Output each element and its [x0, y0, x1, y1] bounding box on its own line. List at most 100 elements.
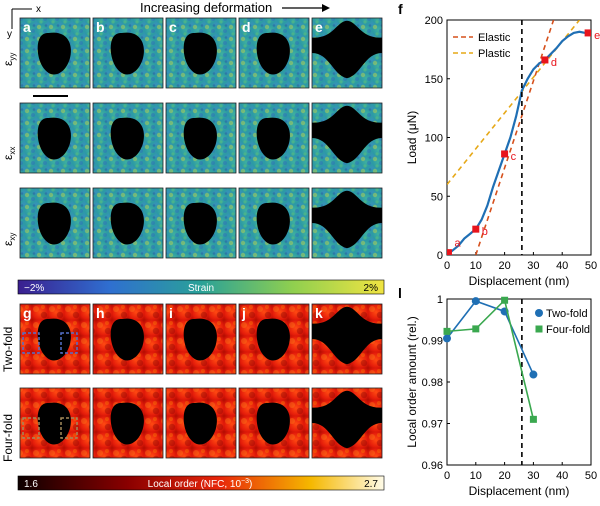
map-tile [238, 102, 310, 174]
map-tile: a [19, 17, 91, 89]
void-shape [256, 318, 290, 361]
series-point [501, 296, 509, 304]
panel-letter: e [315, 19, 323, 35]
state-marker [472, 225, 480, 233]
x-tick-label: 10 [470, 470, 482, 482]
map-tile [311, 187, 383, 259]
state-marker [584, 29, 591, 37]
panel-letter: i [169, 305, 173, 321]
panel-letter: b [96, 19, 105, 35]
order-colorbar-title: Local order (NFC, 10−3) [148, 478, 253, 490]
strain-colorbar-bar [17, 279, 385, 295]
map-tile: i [165, 303, 237, 375]
y-axis-label: Local order amount (rel.) [405, 316, 419, 447]
state-marker [501, 150, 509, 158]
y-tick-label: 0.97 [422, 419, 443, 431]
legend-label: Plastic [478, 48, 511, 60]
legend-swatch [535, 325, 543, 333]
map-tile: g [19, 303, 91, 375]
void-shape [256, 117, 290, 160]
series-point [443, 334, 451, 343]
x-tick-label: 40 [556, 470, 568, 482]
state-marker-label: c [511, 151, 517, 163]
panel-label-f: f [398, 1, 403, 17]
panel-letter: h [96, 305, 105, 321]
legend-swatch [535, 309, 543, 317]
deformation-arrowhead [322, 4, 330, 12]
x-tick-label: 0 [444, 260, 450, 272]
x-axis-label: Displacement (nm) [469, 484, 570, 498]
void-shape [110, 202, 144, 245]
necked-void-shape [312, 390, 382, 449]
load-curve [447, 30, 591, 255]
x-tick-label: 40 [556, 260, 568, 272]
map-tile [311, 102, 383, 174]
x-tick-label: 0 [444, 470, 450, 482]
series-line [446, 298, 535, 420]
map-tile: j [238, 303, 310, 375]
map-tile [92, 387, 164, 459]
state-marker-label: b [482, 226, 488, 238]
necked-void-shape [312, 306, 382, 365]
strain-colorbar-min: −2% [24, 283, 44, 294]
series-point [529, 415, 537, 423]
map-tile: e [311, 17, 383, 89]
x-axis-label: Displacement (nm) [469, 274, 570, 288]
map-tile [238, 187, 310, 259]
panel-label-l: l [398, 285, 402, 301]
load-displacement-chart: f 0 10 20 30 40 50 0 50 100 150 200 Displacement (nm… [398, 1, 600, 288]
x-tick-label: 50 [585, 260, 597, 272]
row-label-eyy: εyy [1, 53, 17, 66]
region-box [60, 332, 78, 354]
y-axis-label: Load (μN) [405, 111, 419, 165]
x-tick-label: 20 [498, 470, 510, 482]
void-shape [183, 32, 217, 75]
y-tick-label: 150 [425, 74, 443, 86]
panel-letter: c [169, 19, 177, 35]
series-point [529, 370, 538, 379]
void-shape [37, 117, 71, 160]
x-tick-label: 10 [470, 260, 482, 272]
legend-label: Four-fold [546, 324, 590, 336]
map-tile: c [165, 17, 237, 89]
strain-colorbar: −2% Strain 2% [17, 279, 385, 295]
legend-label: Elastic [478, 32, 511, 44]
void-shape [183, 202, 217, 245]
local-order-chart: l 0 10 20 30 40 50 0.96 0.97 0.98 0.99 1 Displacemen… [398, 285, 597, 498]
void-shape [256, 32, 290, 75]
series-line [446, 300, 535, 375]
series-point [472, 325, 480, 333]
void-shape [110, 318, 144, 361]
row-label-exx: εxx [1, 147, 17, 160]
strain-row-labels: εyy εxx εxy [1, 53, 17, 246]
state-marker [447, 249, 452, 255]
order-colorbar: 1.6 Local order (NFC, 10−3) 2.7 [17, 475, 385, 491]
strain-colorbar-max: 2% [364, 283, 379, 294]
map-tile [165, 387, 237, 459]
state-marker-label: a [454, 238, 461, 250]
necked-void-shape [312, 190, 382, 249]
y-tick-label: 1 [437, 294, 443, 306]
x-tick-label: 20 [498, 260, 510, 272]
row-label-two-fold: Two-fold [1, 327, 15, 372]
map-tile: k [311, 303, 383, 375]
order-colorbar-bar [17, 475, 385, 491]
necked-void-shape [312, 20, 382, 79]
order-colorbar-max: 2.7 [364, 479, 378, 490]
series-point [471, 297, 480, 306]
state-marker-label: d [551, 57, 557, 69]
x-tick-label: 50 [585, 470, 597, 482]
void-shape [37, 32, 71, 75]
series-point [443, 327, 451, 335]
plot-area [447, 20, 591, 255]
deformation-header: Increasing deformation [140, 0, 272, 15]
y-tick-label: 100 [425, 133, 443, 145]
void-shape [37, 202, 71, 245]
panel-letter: j [241, 305, 246, 321]
void-shape [37, 402, 71, 445]
map-tile: h [92, 303, 164, 375]
void-shape [110, 117, 144, 160]
void-shape [110, 32, 144, 75]
state-marker-label: e [594, 30, 600, 42]
